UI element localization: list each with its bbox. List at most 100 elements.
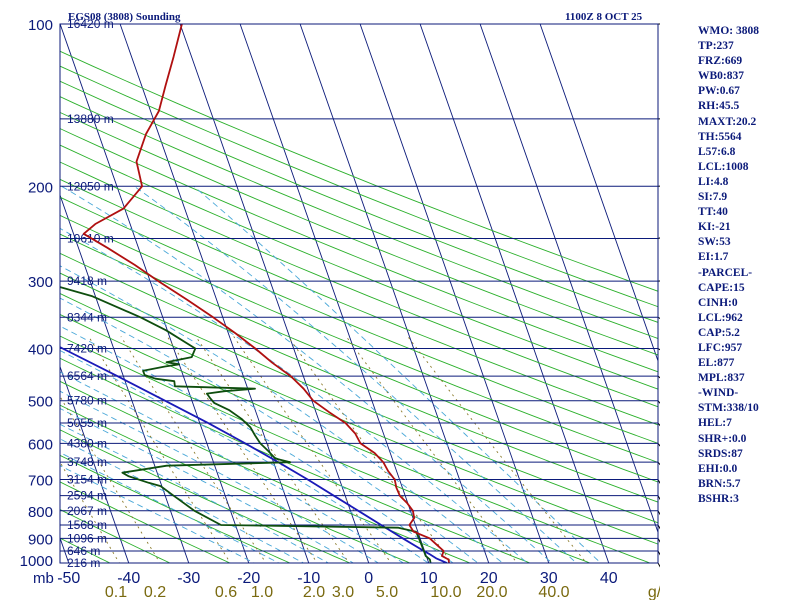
height-label: 2067 m (67, 504, 107, 518)
index-line: WMO: 3808 (698, 25, 760, 37)
height-label: 13880 m (67, 112, 114, 126)
dry-adiabat-line (60, 144, 658, 390)
mixing-ratio-tick-label: 0.2 (144, 584, 166, 600)
dry-adiabat-line (60, 252, 658, 503)
dry-adiabat-line (60, 80, 658, 323)
mixing-ratio-line (88, 336, 232, 563)
dry-adiabat-line (60, 292, 658, 545)
pressure-tick-label: 200 (28, 179, 53, 196)
plot-frame (59, 23, 659, 564)
thermodynamic-grid (60, 24, 658, 563)
isotherm-line (539, 24, 658, 363)
index-line: L57:6.8 (698, 145, 736, 158)
moist-adiabat-line (60, 350, 429, 563)
index-line: SW:53 (698, 236, 731, 249)
height-label: 6564 m (67, 369, 107, 383)
index-line: CAPE:15 (698, 281, 745, 294)
temperature-tick-label: 30 (540, 570, 558, 587)
dry-adiabat-line (60, 178, 658, 426)
mixing-ratio-tick-label: 10.0 (430, 584, 461, 600)
height-label: 5055 m (67, 416, 107, 430)
dry-adiabat-line (60, 509, 171, 563)
mixing-ratio-tick-label: 20.0 (476, 584, 507, 600)
index-line: STM:338/10 (698, 402, 759, 415)
mixing-ratio-line (60, 395, 161, 563)
dry-adiabat-line (60, 233, 658, 483)
pressure-tick-label: 1000 (20, 553, 53, 570)
moist-adiabat-line (61, 185, 553, 563)
height-label: 12050 m (67, 179, 114, 193)
temperature-tick-label: -30 (177, 570, 200, 587)
isotherm-line (179, 24, 370, 563)
height-label: 1096 m (67, 531, 107, 545)
dry-adiabat-line (60, 196, 658, 444)
index-line: SHR+:0.0 (698, 432, 747, 445)
dry-adiabat-line (60, 404, 412, 563)
mixing-ratio-line (60, 461, 120, 563)
index-line: LCL:962 (698, 311, 743, 324)
temperature-trace (82, 24, 450, 563)
height-label: 2594 m (67, 489, 107, 503)
index-line: TH:5564 (698, 130, 742, 143)
temperature-tick-label: -20 (237, 570, 260, 587)
index-line: CAP:5.2 (698, 326, 740, 339)
height-label: 5780 m (67, 394, 107, 408)
mixing-ratio-tick-label: 40.0 (538, 584, 569, 600)
pressure-tick-label: 300 (28, 274, 53, 291)
temperature-tick-label: 0 (364, 570, 373, 587)
index-line: MAXT:20.2 (698, 115, 757, 128)
pressure-tick-label: 700 (28, 473, 53, 490)
mixing-ratio-tick-label: 2.0 (303, 584, 325, 600)
index-line: LFC:957 (698, 341, 743, 354)
index-line: BSHR:3 (698, 492, 739, 505)
isotherm-line (479, 24, 658, 534)
pressure-tick-label: 500 (28, 394, 53, 411)
index-line: PW:0.67 (698, 85, 740, 98)
mixing-ratio-tick-label: g/kg (648, 584, 660, 600)
height-label: 3748 m (67, 455, 107, 469)
mixing-ratio-tick-label: 0.1 (105, 584, 127, 600)
index-line: LI:4.8 (698, 175, 729, 188)
isotherm-line (419, 24, 610, 563)
dry-adiabat-line (60, 429, 352, 563)
pressure-tick-label: 600 (28, 436, 53, 453)
temperature-tick-label: 20 (480, 570, 498, 587)
height-label: 8344 m (67, 310, 107, 324)
index-line: MPL:837 (698, 372, 745, 385)
isotherm-line (359, 24, 550, 563)
moist-adiabat-line (193, 185, 602, 563)
mixing-ratio-tick-label: 0.6 (215, 584, 237, 600)
height-label: 1568 m (67, 518, 107, 532)
isotherm-line (299, 24, 490, 563)
index-line: EL:877 (698, 357, 735, 370)
height-label: 9418 m (67, 274, 107, 288)
mixing-ratio-tick-label: 3.0 (332, 584, 354, 600)
isotherm-line (119, 24, 310, 563)
dry-adiabat-line (60, 380, 472, 563)
moist-adiabat-line (60, 297, 479, 563)
moist-adiabat-line (60, 390, 380, 563)
height-label: 7420 m (67, 342, 107, 356)
index-line: EHI:0.0 (698, 462, 738, 475)
index-line: KI:-21 (698, 221, 731, 234)
height-label: 4380 m (67, 436, 107, 450)
mixing-ratio-line (166, 336, 318, 563)
index-line: SI:7.9 (698, 191, 728, 204)
index-line: FRZ:669 (698, 55, 743, 68)
temperature-tick-label: -50 (57, 570, 80, 587)
moist-adiabat-line (60, 371, 405, 563)
dry-adiabat-line (60, 214, 658, 463)
index-line: LCL:1008 (698, 160, 749, 173)
index-line: WB0:837 (698, 70, 744, 83)
moist-adiabat-line (60, 438, 305, 563)
isotherm-line (60, 193, 190, 563)
pressure-tick-label: 800 (28, 504, 53, 521)
moist-adiabat-line (60, 452, 280, 563)
temperature-tick-label: 40 (600, 570, 618, 587)
pressure-tick-label: 100 (28, 17, 53, 34)
index-line: EI:1.7 (698, 251, 729, 264)
dry-adiabat-line (60, 357, 532, 563)
mixing-ratio-line (195, 336, 350, 563)
index-line: TT:40 (698, 206, 728, 219)
